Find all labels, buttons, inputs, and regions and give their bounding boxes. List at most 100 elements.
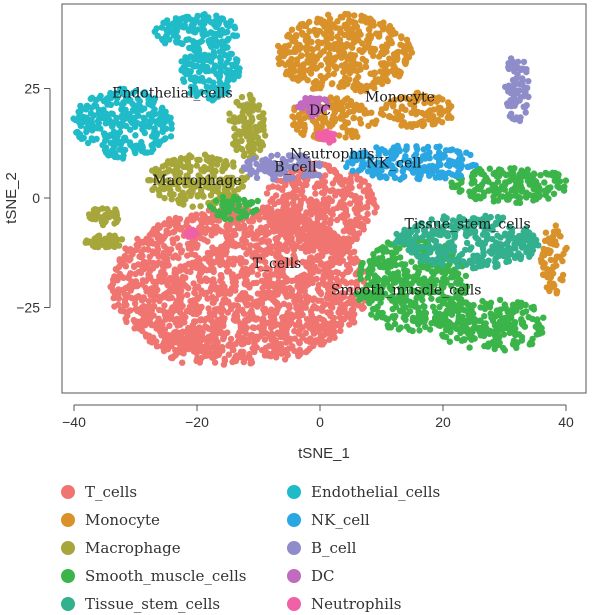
data-point bbox=[321, 281, 329, 289]
data-point bbox=[83, 125, 91, 132]
data-point bbox=[392, 300, 399, 307]
data-point bbox=[345, 12, 352, 19]
data-point bbox=[155, 232, 162, 239]
data-point bbox=[391, 71, 399, 78]
data-point bbox=[334, 33, 341, 40]
data-point bbox=[150, 145, 157, 153]
data-point bbox=[288, 219, 295, 227]
data-point bbox=[332, 250, 339, 257]
data-point bbox=[408, 258, 415, 265]
data-point bbox=[277, 254, 284, 261]
data-point bbox=[357, 275, 364, 282]
data-point bbox=[342, 74, 349, 81]
data-point bbox=[237, 307, 244, 314]
data-point bbox=[258, 300, 265, 307]
data-point bbox=[122, 136, 129, 144]
data-point bbox=[242, 212, 250, 220]
data-point bbox=[184, 291, 191, 298]
data-point bbox=[119, 273, 126, 281]
data-point bbox=[242, 336, 249, 343]
data-point bbox=[405, 246, 412, 254]
data-point bbox=[359, 47, 366, 54]
data-point bbox=[384, 268, 391, 276]
data-point bbox=[170, 191, 177, 198]
data-point bbox=[159, 116, 166, 123]
data-point bbox=[435, 254, 442, 261]
data-point bbox=[242, 265, 249, 273]
data-point bbox=[240, 176, 248, 183]
data-point bbox=[284, 335, 291, 342]
data-point bbox=[282, 181, 289, 189]
data-point bbox=[511, 254, 519, 262]
data-point bbox=[267, 216, 274, 224]
data-point bbox=[324, 247, 331, 254]
data-point bbox=[179, 200, 186, 207]
data-point bbox=[115, 295, 122, 302]
data-point bbox=[110, 144, 117, 151]
data-point bbox=[259, 329, 266, 336]
data-point bbox=[517, 255, 524, 263]
data-point bbox=[169, 354, 176, 362]
data-point bbox=[136, 253, 143, 260]
data-point bbox=[359, 178, 366, 185]
data-point bbox=[140, 303, 148, 310]
data-point bbox=[204, 226, 212, 233]
data-point bbox=[249, 209, 256, 216]
data-point bbox=[226, 255, 233, 263]
data-point bbox=[337, 327, 344, 334]
data-point bbox=[374, 303, 381, 310]
data-point bbox=[397, 324, 404, 331]
data-point bbox=[316, 124, 323, 131]
data-point bbox=[272, 287, 279, 294]
data-point bbox=[281, 348, 288, 355]
data-point bbox=[292, 48, 299, 55]
data-point bbox=[331, 286, 338, 293]
data-point bbox=[263, 223, 270, 231]
data-point bbox=[333, 216, 341, 224]
data-point bbox=[349, 18, 356, 25]
data-point bbox=[204, 249, 212, 257]
data-point bbox=[171, 267, 179, 274]
data-point bbox=[391, 115, 398, 122]
data-point bbox=[310, 342, 317, 350]
data-point bbox=[215, 291, 222, 298]
data-point bbox=[283, 278, 290, 285]
data-point bbox=[337, 176, 344, 184]
data-point bbox=[221, 290, 229, 297]
data-point bbox=[77, 102, 84, 110]
data-point bbox=[240, 152, 248, 160]
data-point bbox=[329, 281, 336, 288]
data-point bbox=[365, 182, 372, 190]
data-point bbox=[183, 218, 190, 226]
data-point bbox=[410, 239, 417, 246]
data-point bbox=[393, 230, 400, 238]
data-point bbox=[399, 42, 407, 50]
data-point bbox=[208, 332, 215, 339]
data-point bbox=[230, 163, 237, 170]
data-point bbox=[125, 274, 132, 282]
data-point bbox=[536, 192, 544, 199]
data-point bbox=[269, 332, 276, 339]
data-point bbox=[442, 326, 450, 334]
data-point bbox=[358, 266, 365, 273]
data-point bbox=[448, 103, 455, 110]
data-point bbox=[276, 224, 283, 231]
data-point bbox=[346, 321, 353, 328]
data-point bbox=[303, 316, 311, 323]
data-point bbox=[150, 296, 158, 304]
data-point bbox=[224, 227, 231, 234]
data-point bbox=[410, 273, 418, 280]
data-point bbox=[194, 156, 201, 164]
data-point bbox=[155, 253, 162, 260]
data-point bbox=[156, 110, 163, 118]
data-point bbox=[173, 288, 180, 295]
data-point bbox=[240, 348, 247, 356]
data-point bbox=[292, 300, 299, 307]
data-point bbox=[312, 190, 319, 197]
data-point bbox=[224, 309, 232, 316]
data-point bbox=[179, 266, 186, 273]
data-point bbox=[224, 239, 231, 246]
data-point bbox=[335, 282, 342, 289]
data-point bbox=[512, 306, 519, 314]
data-point bbox=[445, 256, 453, 263]
